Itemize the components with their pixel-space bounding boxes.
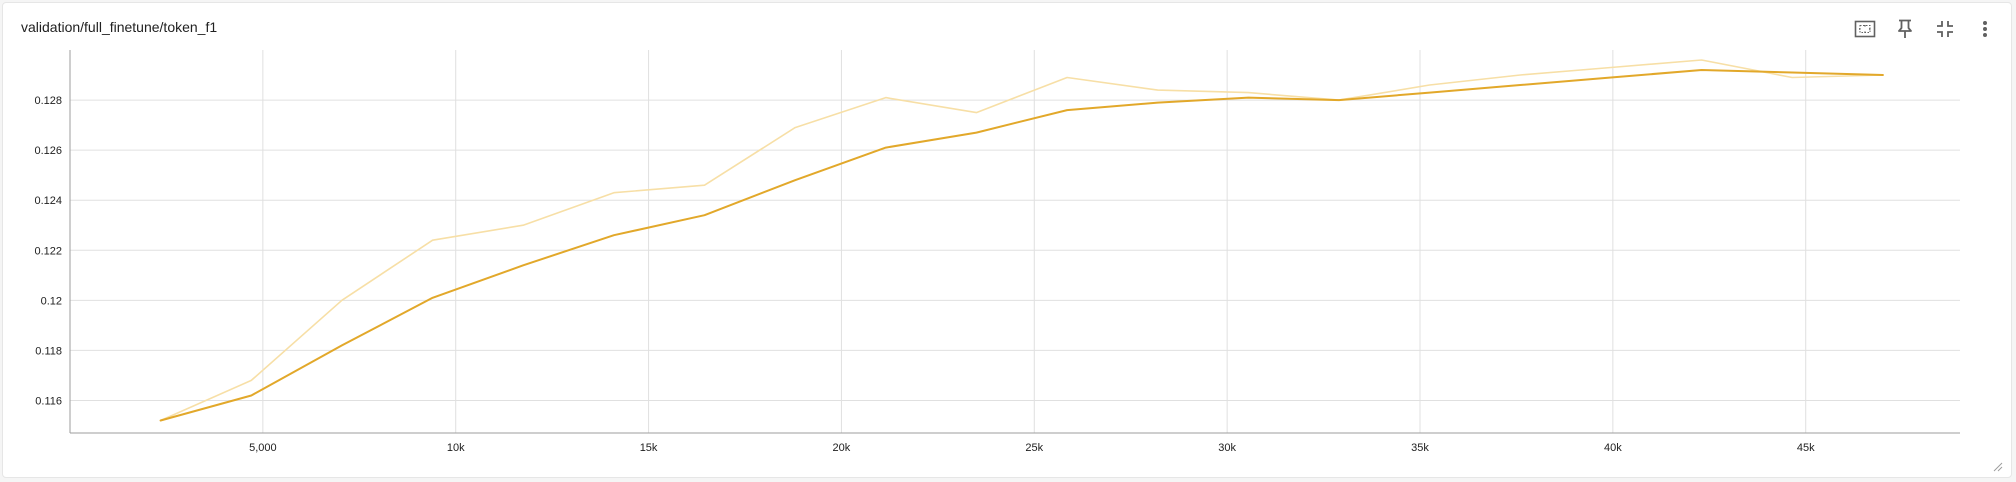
y-tick-label: 0.116 bbox=[35, 395, 62, 407]
y-tick-label: 0.122 bbox=[34, 245, 62, 257]
resize-handle[interactable] bbox=[1993, 459, 2003, 472]
collapse-button[interactable] bbox=[1929, 13, 1961, 45]
x-tick-label: 10k bbox=[447, 442, 465, 454]
smoothed-series-line bbox=[159, 69, 1884, 422]
x-tick-label: 40k bbox=[1604, 442, 1622, 454]
y-tick-label: 0.128 bbox=[34, 95, 62, 107]
x-tick-label: 35k bbox=[1411, 442, 1429, 454]
y-tick-label: 0.118 bbox=[35, 345, 62, 357]
x-tick-label: 25k bbox=[1025, 442, 1043, 454]
fit-domain-icon bbox=[1854, 20, 1876, 38]
x-tick-label: 45k bbox=[1797, 442, 1815, 454]
resize-icon bbox=[1993, 459, 2003, 476]
chart-title: validation/full_finetune/token_f1 bbox=[21, 19, 218, 35]
pin-icon bbox=[1897, 19, 1913, 39]
y-tick-label: 0.126 bbox=[34, 145, 62, 157]
more-options-button[interactable] bbox=[1969, 13, 2001, 45]
y-tick-label: 0.124 bbox=[34, 195, 62, 207]
x-tick-label: 30k bbox=[1218, 442, 1236, 454]
x-tick-label: 5,000 bbox=[249, 442, 277, 454]
y-tick-label: 0.12 bbox=[41, 295, 62, 307]
pin-button[interactable] bbox=[1889, 13, 1921, 45]
card-toolbar bbox=[1849, 13, 2001, 45]
fit-domain-button[interactable] bbox=[1849, 13, 1881, 45]
collapse-icon bbox=[1936, 20, 1954, 38]
x-tick-label: 20k bbox=[833, 442, 851, 454]
more-vert-icon bbox=[1982, 20, 1988, 38]
x-tick-label: 15k bbox=[640, 442, 658, 454]
raw-series-line bbox=[159, 59, 1884, 422]
